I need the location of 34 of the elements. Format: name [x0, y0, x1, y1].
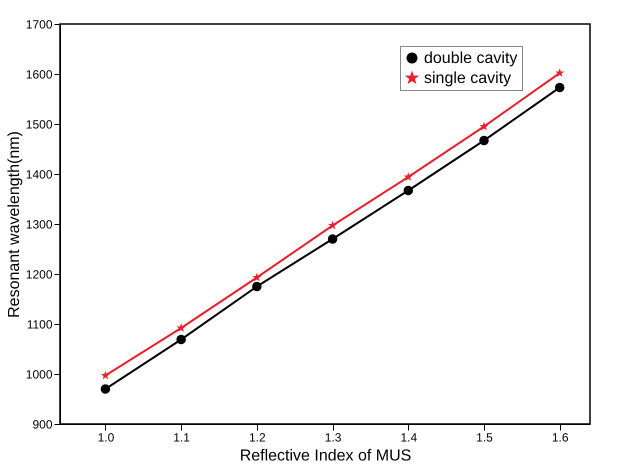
legend-label: single cavity	[424, 70, 512, 87]
point	[554, 82, 564, 92]
point	[479, 136, 489, 146]
point	[479, 122, 489, 130]
y-tick-label: 1300	[26, 218, 53, 232]
x-tick-label: 1.3	[324, 430, 342, 444]
x-tick-label: 1.4	[400, 430, 418, 444]
point	[100, 370, 110, 380]
point	[252, 282, 262, 292]
x-tick-label: 1.0	[98, 430, 115, 444]
y-axis-title: Resonant wavelength(nm)	[6, 131, 23, 318]
y-tick-label: 900	[32, 418, 53, 432]
y-tick-label: 1500	[26, 118, 53, 132]
point	[328, 220, 338, 230]
point	[328, 234, 338, 244]
y-tick-label: 1700	[26, 18, 53, 32]
point	[404, 186, 414, 196]
y-tick-label: 1100	[26, 318, 53, 332]
x-tick-label: 1.1	[173, 430, 190, 444]
x-axis-title: Reflective Index of MUS	[240, 448, 412, 464]
point	[404, 172, 413, 181]
point	[176, 323, 186, 332]
legend-label: double cavity	[424, 50, 518, 67]
point	[176, 334, 186, 344]
x-tick-label: 1.6	[552, 430, 569, 444]
y-tick-label: 1000	[26, 368, 53, 382]
point	[252, 272, 262, 282]
x-tick-label: 1.5	[476, 430, 494, 444]
x-tick-label: 1.2	[249, 430, 266, 444]
y-tick-label: 1200	[26, 268, 53, 282]
point	[100, 384, 110, 394]
y-tick-label: 1400	[26, 168, 53, 182]
point	[555, 68, 564, 77]
y-tick-label: 1600	[26, 68, 53, 82]
